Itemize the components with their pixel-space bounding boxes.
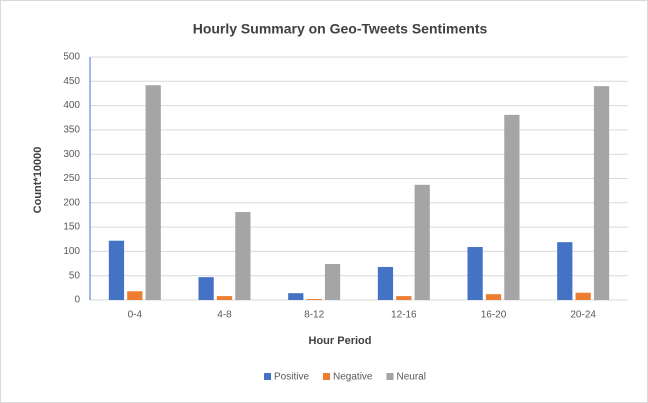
bar <box>306 299 322 300</box>
bar <box>288 293 304 300</box>
y-tick-label: 150 <box>63 222 80 233</box>
bar <box>414 184 430 300</box>
y-tick-label: 350 <box>63 125 80 136</box>
bar <box>127 291 143 300</box>
bar <box>396 296 412 300</box>
y-axis-title: Count*10000 <box>32 147 44 214</box>
y-tick-label: 250 <box>63 173 80 184</box>
x-tick-label: 12-16 <box>391 310 417 321</box>
x-tick-label: 8-12 <box>304 310 324 321</box>
y-tick-label: 300 <box>63 149 80 160</box>
legend-label: Neural <box>396 372 425 383</box>
bar <box>593 86 610 300</box>
x-tick-label: 16-20 <box>481 310 507 321</box>
bar <box>504 114 520 300</box>
y-tick-label: 0 <box>74 295 80 306</box>
legend-swatch <box>264 373 271 380</box>
bar <box>108 240 125 300</box>
legend-swatch <box>323 373 331 380</box>
bar <box>575 292 591 300</box>
x-tick-label: 4-8 <box>217 310 232 321</box>
bar <box>485 294 502 300</box>
bar <box>467 247 483 300</box>
x-axis-title: Hour Period <box>309 335 372 347</box>
bar <box>235 212 251 300</box>
y-tick-label: 200 <box>63 197 80 208</box>
y-tick-label: 50 <box>69 270 81 281</box>
bar <box>216 296 233 300</box>
y-tick-label: 100 <box>63 246 80 257</box>
bar <box>557 242 573 300</box>
bar <box>145 85 161 300</box>
y-tick-label: 450 <box>63 76 80 87</box>
x-tick-label: 0-4 <box>128 310 143 321</box>
y-tick-label: 500 <box>63 52 80 63</box>
x-tick-label: 20-24 <box>570 310 596 321</box>
legend-label: Positive <box>274 372 309 383</box>
chart-title: Hourly Summary on Geo-Tweets Sentiments <box>193 21 488 37</box>
y-tick-label: 400 <box>63 100 80 111</box>
legend-swatch <box>386 373 394 380</box>
bar <box>198 277 214 300</box>
legend-label: Negative <box>333 372 373 383</box>
bar <box>377 266 394 300</box>
bar <box>324 264 341 300</box>
